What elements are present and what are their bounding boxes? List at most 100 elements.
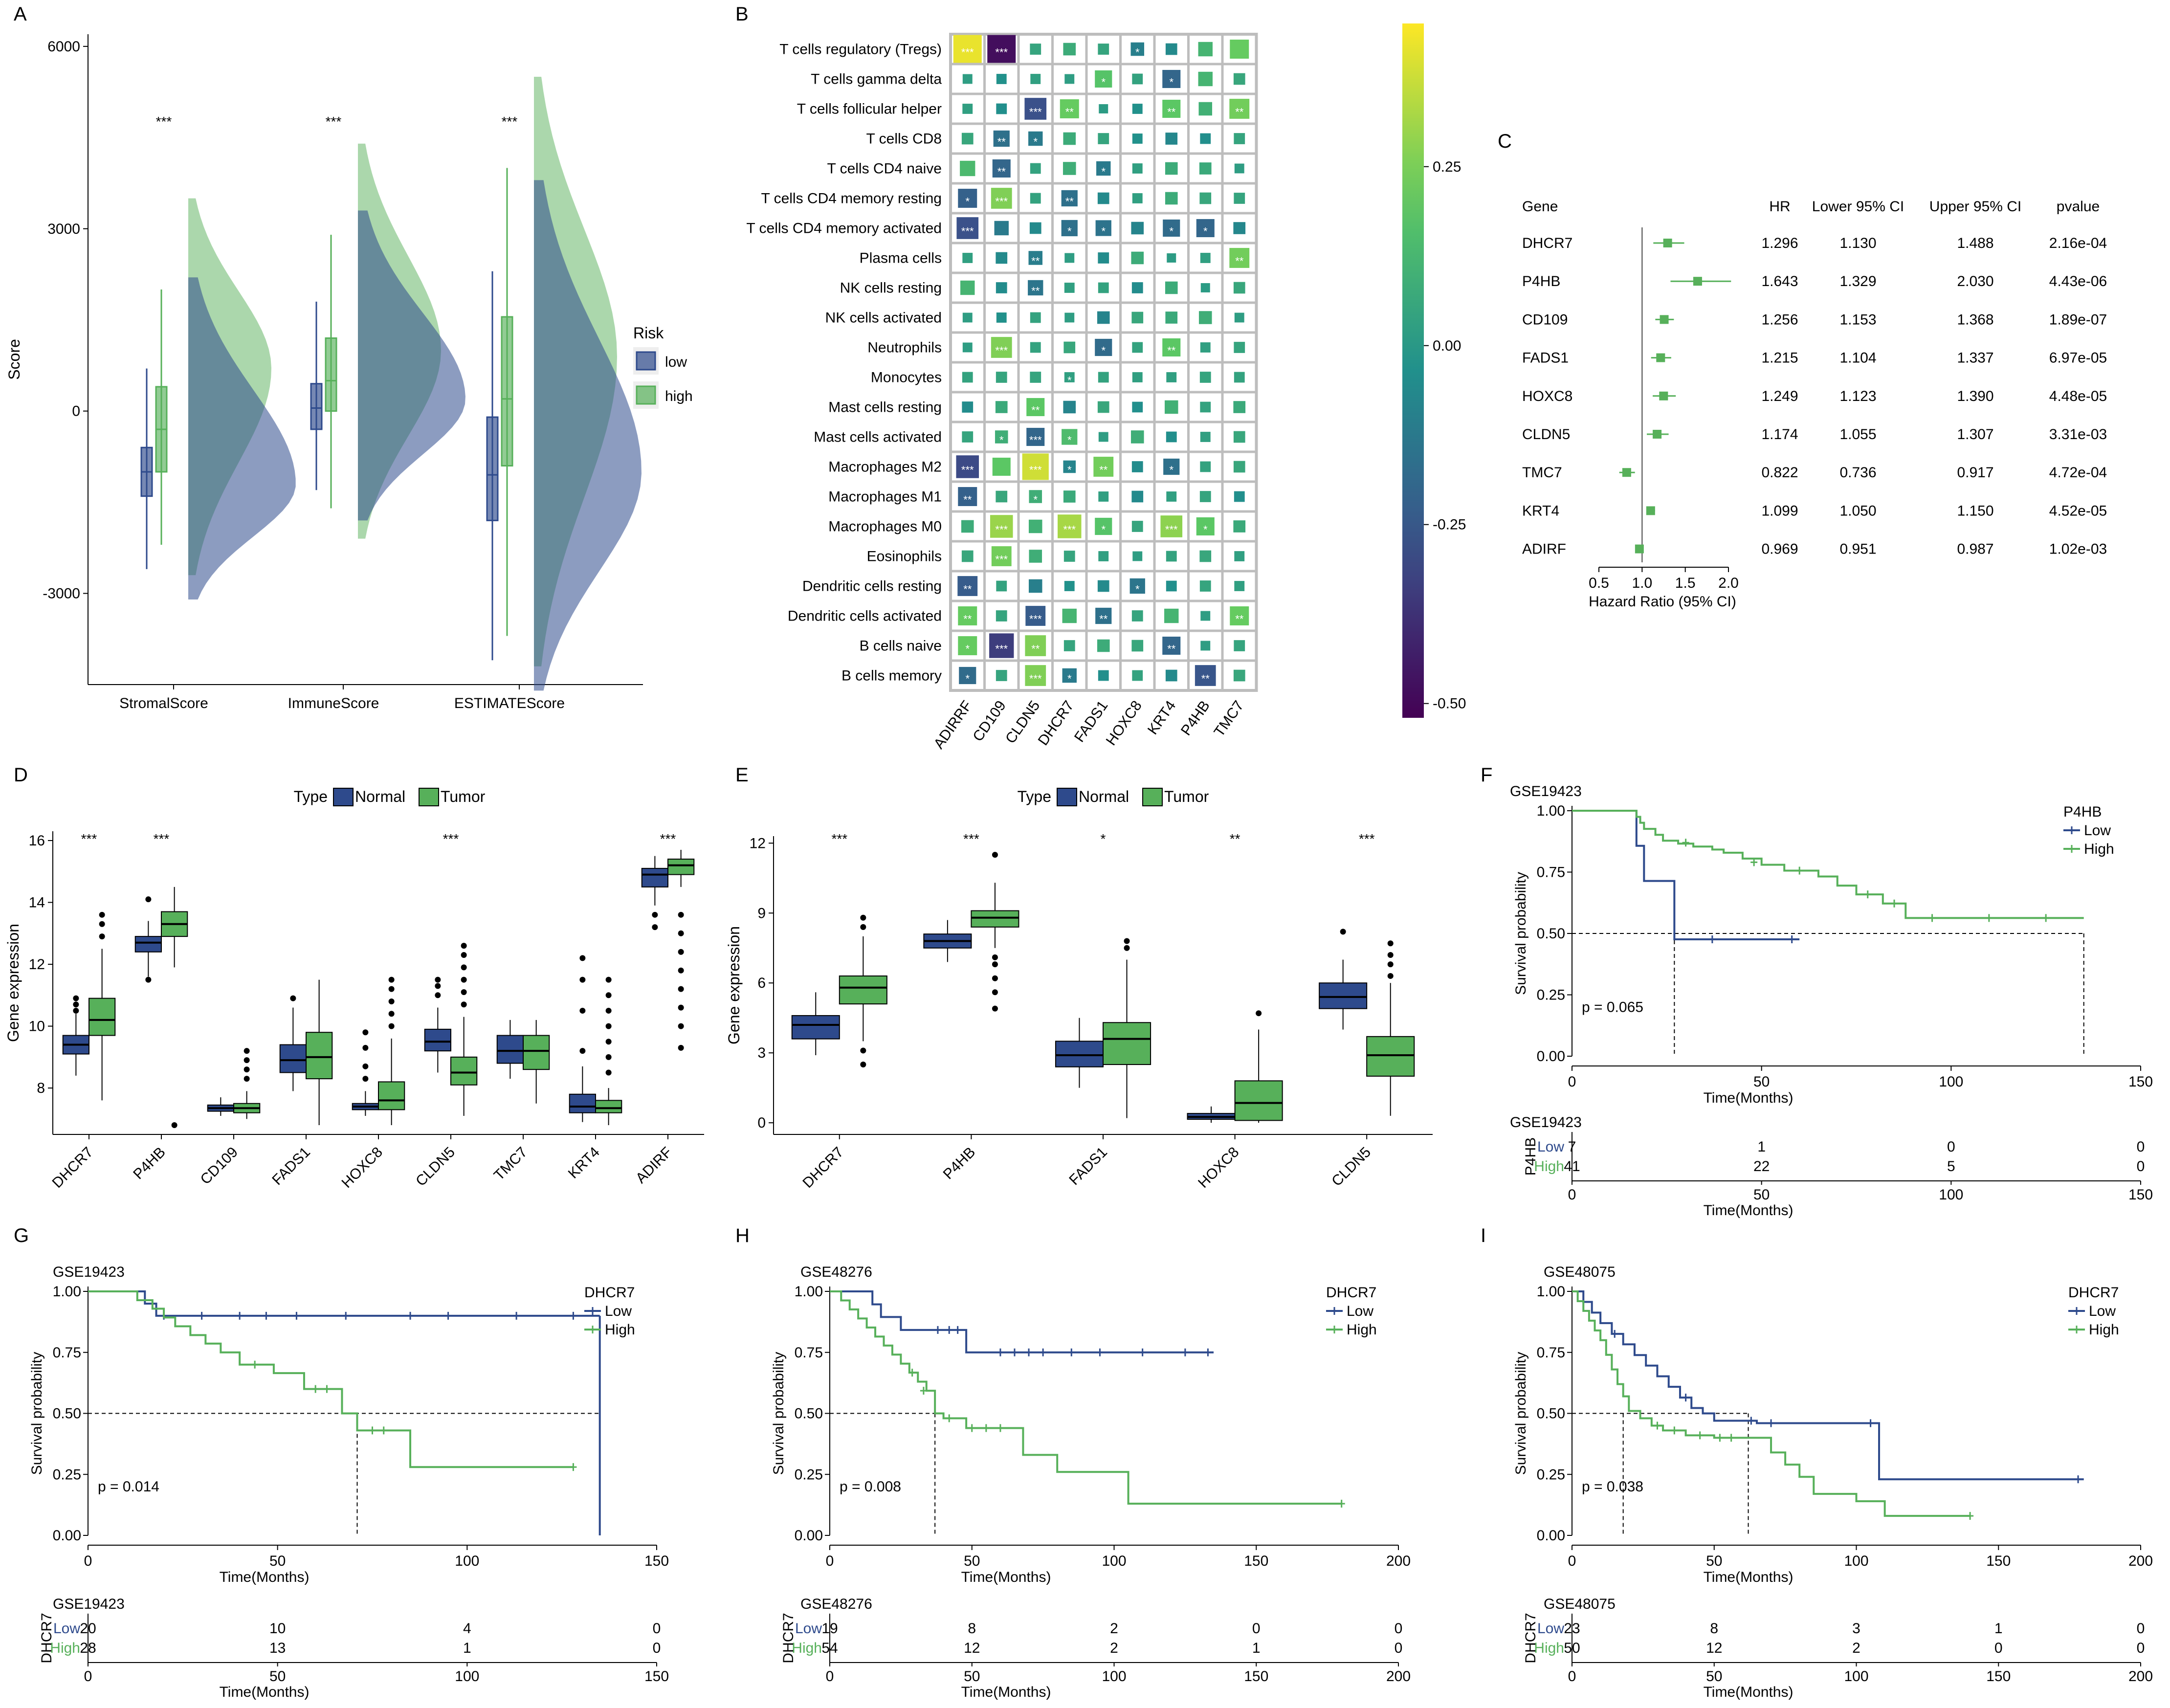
b-square bbox=[1131, 222, 1144, 235]
h-censor-high bbox=[968, 1424, 975, 1432]
panel-label-g: G bbox=[14, 1225, 29, 1246]
e-x-tick-label: DHCR7 bbox=[799, 1144, 846, 1191]
b-square bbox=[1199, 162, 1212, 175]
d-box-tumor bbox=[667, 858, 695, 875]
b-square bbox=[1095, 517, 1112, 535]
h-risk-count: 2 bbox=[1110, 1620, 1118, 1637]
b-square bbox=[1166, 372, 1177, 382]
i-y-tick-label: 1.00 bbox=[1537, 1284, 1565, 1300]
c-hr: 1.296 bbox=[1761, 235, 1798, 251]
b-square bbox=[1098, 133, 1109, 144]
g-risk-y-label: DHCR7 bbox=[39, 1613, 55, 1663]
c-hr: 1.249 bbox=[1761, 388, 1798, 404]
panel-a: A 6000 3000 0 -3000 Score StromalScore *** Immun… bbox=[5, 3, 693, 711]
g-y-label: Survival probability bbox=[29, 1352, 45, 1475]
b-star: * bbox=[999, 434, 1004, 446]
a-y-tick-label: 0 bbox=[72, 403, 80, 420]
f-censor-high bbox=[1864, 890, 1871, 899]
b-star: ** bbox=[1201, 673, 1210, 685]
e-legend-key-normal bbox=[1057, 788, 1077, 806]
i-censor-high bbox=[1967, 1512, 1974, 1520]
g-censor-low bbox=[513, 1311, 520, 1320]
d-x-tick-label: FADS1 bbox=[269, 1144, 313, 1189]
c-pvalue: 3.31e-03 bbox=[2049, 426, 2107, 443]
h-censor-low bbox=[1204, 1348, 1212, 1356]
b-square bbox=[1165, 192, 1178, 205]
panel-d: D 8 10 12 14 16 Gene expression Type Normal Tumor… bbox=[4, 764, 704, 1191]
b-square bbox=[1025, 635, 1046, 656]
b-square bbox=[996, 312, 1007, 323]
b-star: ** bbox=[1167, 345, 1176, 357]
b-square bbox=[1229, 248, 1250, 268]
b-square bbox=[953, 35, 982, 64]
d-outlier bbox=[461, 964, 467, 971]
c-gene: KRT4 bbox=[1522, 503, 1559, 519]
b-star: ** bbox=[1235, 106, 1244, 118]
c-pvalue: 4.48e-05 bbox=[2049, 388, 2107, 404]
f-censor-high bbox=[1750, 858, 1758, 866]
e-box-normal bbox=[1319, 982, 1368, 1009]
d-outlier bbox=[73, 1007, 79, 1014]
h-y-label: Survival probability bbox=[771, 1352, 787, 1475]
g-censor-low bbox=[570, 1311, 577, 1320]
d-x-tick-label: TMC7 bbox=[491, 1144, 531, 1184]
c-col-header: pvalue bbox=[2057, 199, 2100, 215]
f-y-label: Survival probability bbox=[1513, 872, 1529, 995]
i-risk-x-tick-label: 100 bbox=[1844, 1668, 1868, 1685]
c-lower: 1.055 bbox=[1839, 426, 1876, 443]
c-pvalue: 2.16e-04 bbox=[2049, 235, 2107, 251]
b-row-label: T cells follicular helper bbox=[797, 101, 942, 117]
panel-label-c: C bbox=[1498, 131, 1512, 152]
b-square bbox=[1199, 192, 1212, 204]
b-square bbox=[1030, 342, 1041, 353]
b-square bbox=[1063, 341, 1076, 354]
b-square bbox=[1164, 400, 1178, 414]
b-colorbar-label: -0.50 bbox=[1433, 696, 1466, 712]
d-outlier bbox=[678, 930, 684, 936]
c-upper: 1.390 bbox=[1957, 388, 1993, 404]
b-square bbox=[1030, 312, 1041, 323]
c-gene: P4HB bbox=[1522, 273, 1560, 289]
h-censor-high bbox=[982, 1424, 990, 1432]
b-square bbox=[1132, 670, 1143, 681]
b-square bbox=[996, 252, 1008, 264]
c-pvalue: 1.89e-07 bbox=[2049, 311, 2107, 328]
b-square bbox=[1166, 431, 1177, 443]
b-square bbox=[996, 670, 1007, 681]
c-hr-point bbox=[1693, 277, 1702, 286]
c-upper: 1.488 bbox=[1957, 235, 1993, 251]
e-outlier bbox=[992, 989, 998, 996]
b-square bbox=[1198, 102, 1213, 116]
b-square bbox=[1229, 99, 1250, 119]
i-x-tick-label: 150 bbox=[1986, 1553, 2011, 1569]
d-outlier bbox=[99, 921, 105, 927]
e-outlier bbox=[992, 852, 998, 858]
b-square bbox=[1233, 401, 1246, 413]
panel-b: BT cells regulatory (Tregs) *** *** *T cell… bbox=[735, 3, 1466, 752]
b-square bbox=[1132, 163, 1143, 174]
h-y-tick-label: 0.50 bbox=[795, 1406, 823, 1422]
b-square bbox=[1131, 640, 1144, 652]
d-outlier bbox=[652, 911, 658, 918]
b-star: ** bbox=[1031, 285, 1040, 297]
e-box-tumor bbox=[1103, 1022, 1151, 1065]
g-risk-count: 13 bbox=[269, 1640, 286, 1656]
h-censor-high bbox=[996, 1424, 1004, 1432]
h-risk-count: 8 bbox=[968, 1620, 976, 1637]
b-square bbox=[992, 457, 1011, 476]
i-risk-count: 12 bbox=[1706, 1640, 1722, 1656]
b-square bbox=[1097, 401, 1109, 413]
f-x-label: Time(Months) bbox=[1704, 1090, 1794, 1106]
c-hr: 1.643 bbox=[1761, 273, 1798, 289]
g-censor-low bbox=[293, 1311, 300, 1320]
b-square bbox=[1131, 461, 1143, 472]
b-square bbox=[1063, 162, 1076, 175]
b-square bbox=[1061, 220, 1078, 237]
b-star: *** bbox=[995, 554, 1008, 566]
c-hr: 0.969 bbox=[1761, 541, 1798, 557]
b-square bbox=[956, 217, 979, 239]
b-square bbox=[1160, 515, 1183, 537]
b-square bbox=[957, 576, 978, 596]
i-risk-count: 1 bbox=[1994, 1620, 2003, 1637]
b-square bbox=[1028, 579, 1042, 593]
